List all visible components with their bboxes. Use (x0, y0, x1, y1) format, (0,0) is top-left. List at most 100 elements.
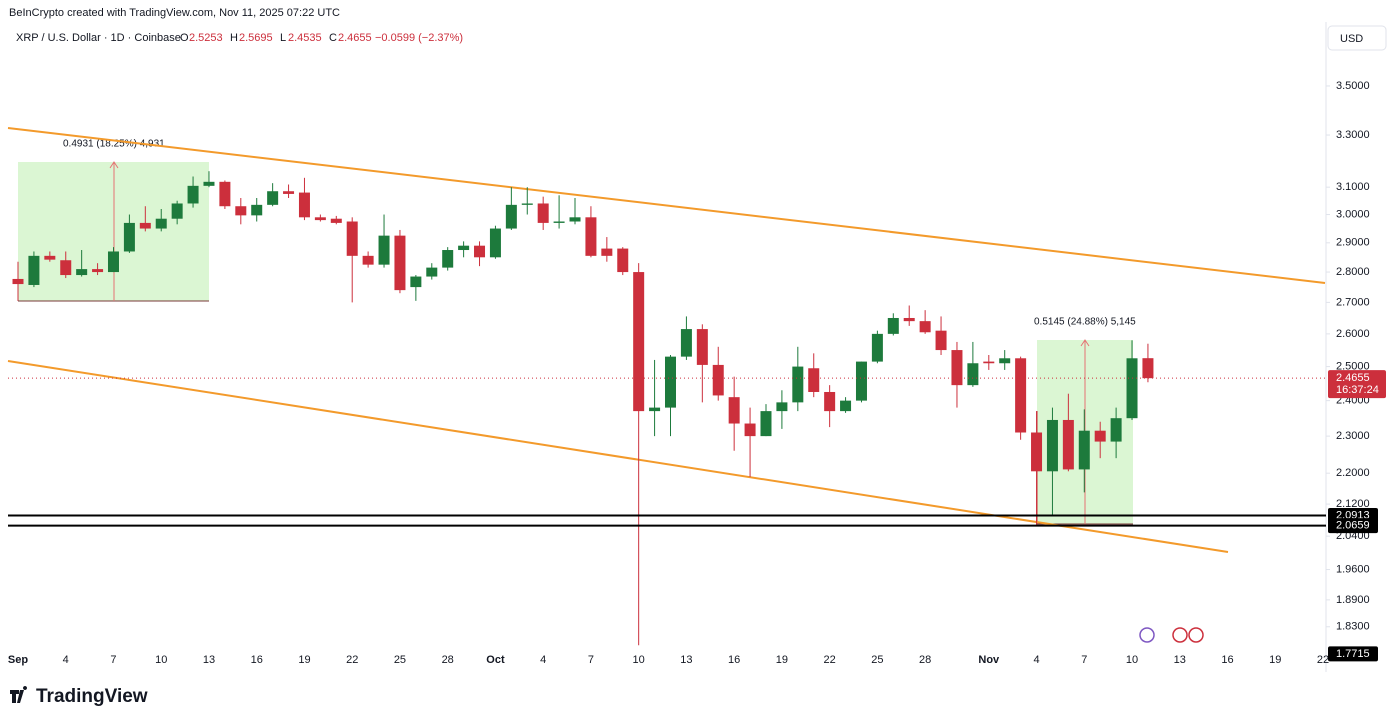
x-tick-label: 4 (1033, 654, 1039, 666)
candle-body (617, 248, 629, 273)
candle-body (649, 407, 661, 412)
x-tick-label: 10 (155, 654, 167, 666)
event-icon[interactable] (1139, 627, 1155, 643)
candle-body (219, 181, 231, 207)
x-tick-label: 13 (680, 654, 692, 666)
currency-label[interactable]: USD (1340, 33, 1363, 45)
level-label-box (1328, 518, 1378, 534)
candle-body (855, 361, 867, 401)
candle-body (903, 317, 915, 322)
x-tick-label: 28 (442, 654, 454, 666)
candle-body (1094, 430, 1106, 442)
candle-body (123, 222, 135, 252)
y-tick-label: 2.5000 (1336, 360, 1370, 372)
x-tick-label: Oct (486, 654, 505, 666)
ohlc-value: 2.4535 (288, 32, 322, 44)
candle-body (1031, 432, 1043, 472)
candle-body (553, 221, 565, 223)
candle-body (1110, 418, 1122, 442)
ohlc-value: 2.4655 (338, 32, 372, 44)
candle-body (537, 203, 549, 223)
trendline-upper (7, 127, 1326, 284)
candle-body (601, 248, 613, 256)
candle-body (76, 269, 88, 276)
y-tick-label: 3.3000 (1336, 129, 1370, 141)
x-tick-label: 7 (588, 654, 594, 666)
level-label: 2.0659 (1336, 520, 1370, 532)
event-icon[interactable] (1188, 627, 1204, 643)
x-tick-label: 7 (110, 654, 116, 666)
x-tick-label: Sep (8, 654, 28, 666)
candle-body (187, 185, 199, 204)
candle-body (808, 368, 820, 392)
price-label: 2.4655 (1336, 372, 1370, 384)
x-tick-label: Nov (978, 654, 1000, 666)
ohlc-value: 2.5695 (239, 32, 273, 44)
candle-body (696, 329, 708, 365)
candle-body (712, 364, 724, 396)
candle-body (665, 356, 676, 408)
candle-body (394, 235, 406, 291)
candle-body (824, 391, 836, 412)
candle-body (283, 191, 295, 194)
candle-body (935, 330, 947, 351)
candle-body (489, 228, 501, 258)
candle-body (871, 333, 883, 362)
y-tick-label: 3.5000 (1336, 80, 1370, 92)
candle-body (251, 204, 263, 216)
y-tick-label: 3.0000 (1336, 208, 1370, 220)
y-tick-label: 2.3000 (1336, 430, 1370, 442)
candle-body (410, 276, 422, 288)
x-tick-label: 19 (1269, 654, 1281, 666)
candle-body (1078, 430, 1090, 470)
candle-body (426, 267, 438, 277)
y-tick-label: 1.8300 (1336, 621, 1370, 633)
y-tick-label: 1.8900 (1336, 594, 1370, 606)
ohlc-prefix: C (329, 32, 337, 44)
x-tick-label: 19 (776, 654, 788, 666)
candle-body (235, 206, 247, 216)
candle-body (1142, 358, 1154, 379)
candle-body (474, 245, 486, 258)
currency-button[interactable] (1327, 25, 1387, 51)
candle-body (346, 221, 358, 256)
y-tick-label: 2.8000 (1336, 266, 1370, 278)
candle-body (521, 203, 533, 205)
x-tick-label: 25 (871, 654, 883, 666)
x-tick-label: 22 (824, 654, 836, 666)
candle-body (330, 218, 342, 223)
x-tick-label: 28 (919, 654, 931, 666)
x-tick-label: 25 (394, 654, 406, 666)
candle-body (569, 217, 581, 222)
candle-body (792, 366, 804, 403)
y-tick-label: 2.1200 (1336, 498, 1370, 510)
candle-body (1062, 419, 1074, 470)
candle-body (840, 400, 852, 412)
y-tick-label: 2.6000 (1336, 328, 1370, 340)
candle-body (298, 192, 310, 218)
event-icon[interactable] (1172, 627, 1188, 643)
candle-body (314, 217, 326, 221)
low-marker-box (1328, 646, 1378, 662)
low-marker-label: 1.7715 (1336, 648, 1370, 660)
candle-body (983, 361, 995, 364)
candle-body (203, 181, 215, 186)
candle-body (728, 397, 740, 424)
x-tick-label: 13 (203, 654, 215, 666)
candle-body (1126, 358, 1138, 419)
y-tick-label: 2.9000 (1336, 237, 1370, 249)
ohlc-prefix: H (230, 32, 238, 44)
candle-body (171, 203, 183, 219)
candle-body (458, 245, 470, 251)
x-tick-label: 16 (1221, 654, 1233, 666)
ohlc-prefix: L (280, 32, 286, 44)
x-tick-label: 16 (251, 654, 263, 666)
x-tick-label: 13 (1174, 654, 1186, 666)
candle-body (919, 321, 931, 333)
y-tick-label: 1.9600 (1336, 563, 1370, 575)
candle-body (999, 358, 1011, 364)
candle-body (139, 222, 151, 229)
candle-body (967, 363, 979, 386)
candle-body (442, 250, 454, 268)
x-tick-label: 4 (540, 654, 546, 666)
